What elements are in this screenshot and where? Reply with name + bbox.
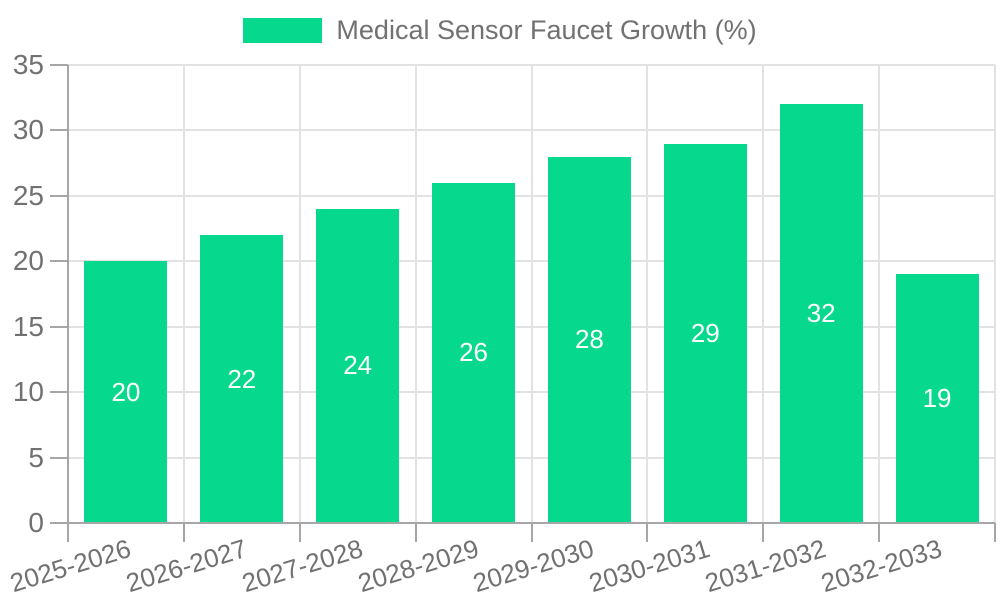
grid-line-vertical (878, 65, 881, 523)
bar-value-label: 28 (574, 324, 604, 355)
grid-line-vertical (414, 65, 417, 523)
grid-line-vertical (298, 65, 301, 523)
bar-value-label: 19 (922, 383, 952, 414)
x-axis-tick (530, 523, 533, 542)
y-tick-label: 30 (12, 114, 44, 146)
y-axis-tick (50, 194, 68, 197)
x-axis-tick (762, 523, 765, 542)
grid-line-vertical (182, 65, 185, 523)
bar: 24 (316, 208, 400, 523)
x-axis-tick (67, 523, 69, 542)
bar: 20 (84, 261, 168, 523)
y-axis-line (67, 65, 69, 523)
y-tick-label: 15 (12, 310, 44, 342)
y-tick-label: 25 (12, 179, 44, 211)
x-axis-tick (994, 523, 996, 542)
y-tick-label: 35 (12, 49, 44, 80)
y-axis-tick (50, 325, 68, 328)
y-axis-tick (50, 64, 68, 66)
legend-swatch (243, 18, 323, 43)
legend-label: Medical Sensor Faucet Growth (%) (336, 15, 757, 45)
grid-line-vertical (646, 65, 649, 523)
bar-value-label: 22 (227, 363, 257, 394)
y-tick-label: 0 (28, 507, 44, 538)
bar: 19 (895, 274, 979, 523)
bar-value-label: 20 (111, 376, 141, 407)
grid-line-vertical (762, 65, 765, 523)
bar: 32 (779, 104, 863, 523)
y-tick-label: 20 (12, 245, 44, 277)
x-axis-tick (414, 523, 417, 542)
x-axis-tick (298, 523, 301, 542)
grid-line-vertical (530, 65, 533, 523)
y-axis-tick (50, 391, 68, 394)
grid-line-vertical (994, 65, 996, 523)
bar-value-label: 29 (690, 317, 720, 348)
bar: 28 (547, 156, 631, 523)
x-axis-tick (878, 523, 881, 542)
bar: 22 (200, 235, 284, 523)
x-axis-tick (646, 523, 649, 542)
bar-value-label: 26 (459, 337, 489, 368)
y-axis-tick (50, 456, 68, 459)
bar-value-label: 32 (806, 298, 836, 329)
bar-value-label: 24 (343, 350, 373, 381)
bar: 29 (663, 143, 747, 523)
y-axis-tick (50, 522, 68, 524)
y-tick-label: 10 (12, 376, 44, 408)
y-axis-tick (50, 260, 68, 263)
y-axis-tick (50, 129, 68, 132)
x-axis-line (68, 522, 995, 524)
y-tick-label: 5 (28, 441, 44, 473)
bar: 26 (432, 182, 516, 523)
plot-area: 0 5 10 15 20 25 30 35 20 22 24 26 28 29 32 19 2025-2026 2… (6, 51, 996, 598)
x-axis-tick (182, 523, 185, 542)
legend[interactable]: Medical Sensor Faucet Growth (%) (0, 15, 1000, 46)
